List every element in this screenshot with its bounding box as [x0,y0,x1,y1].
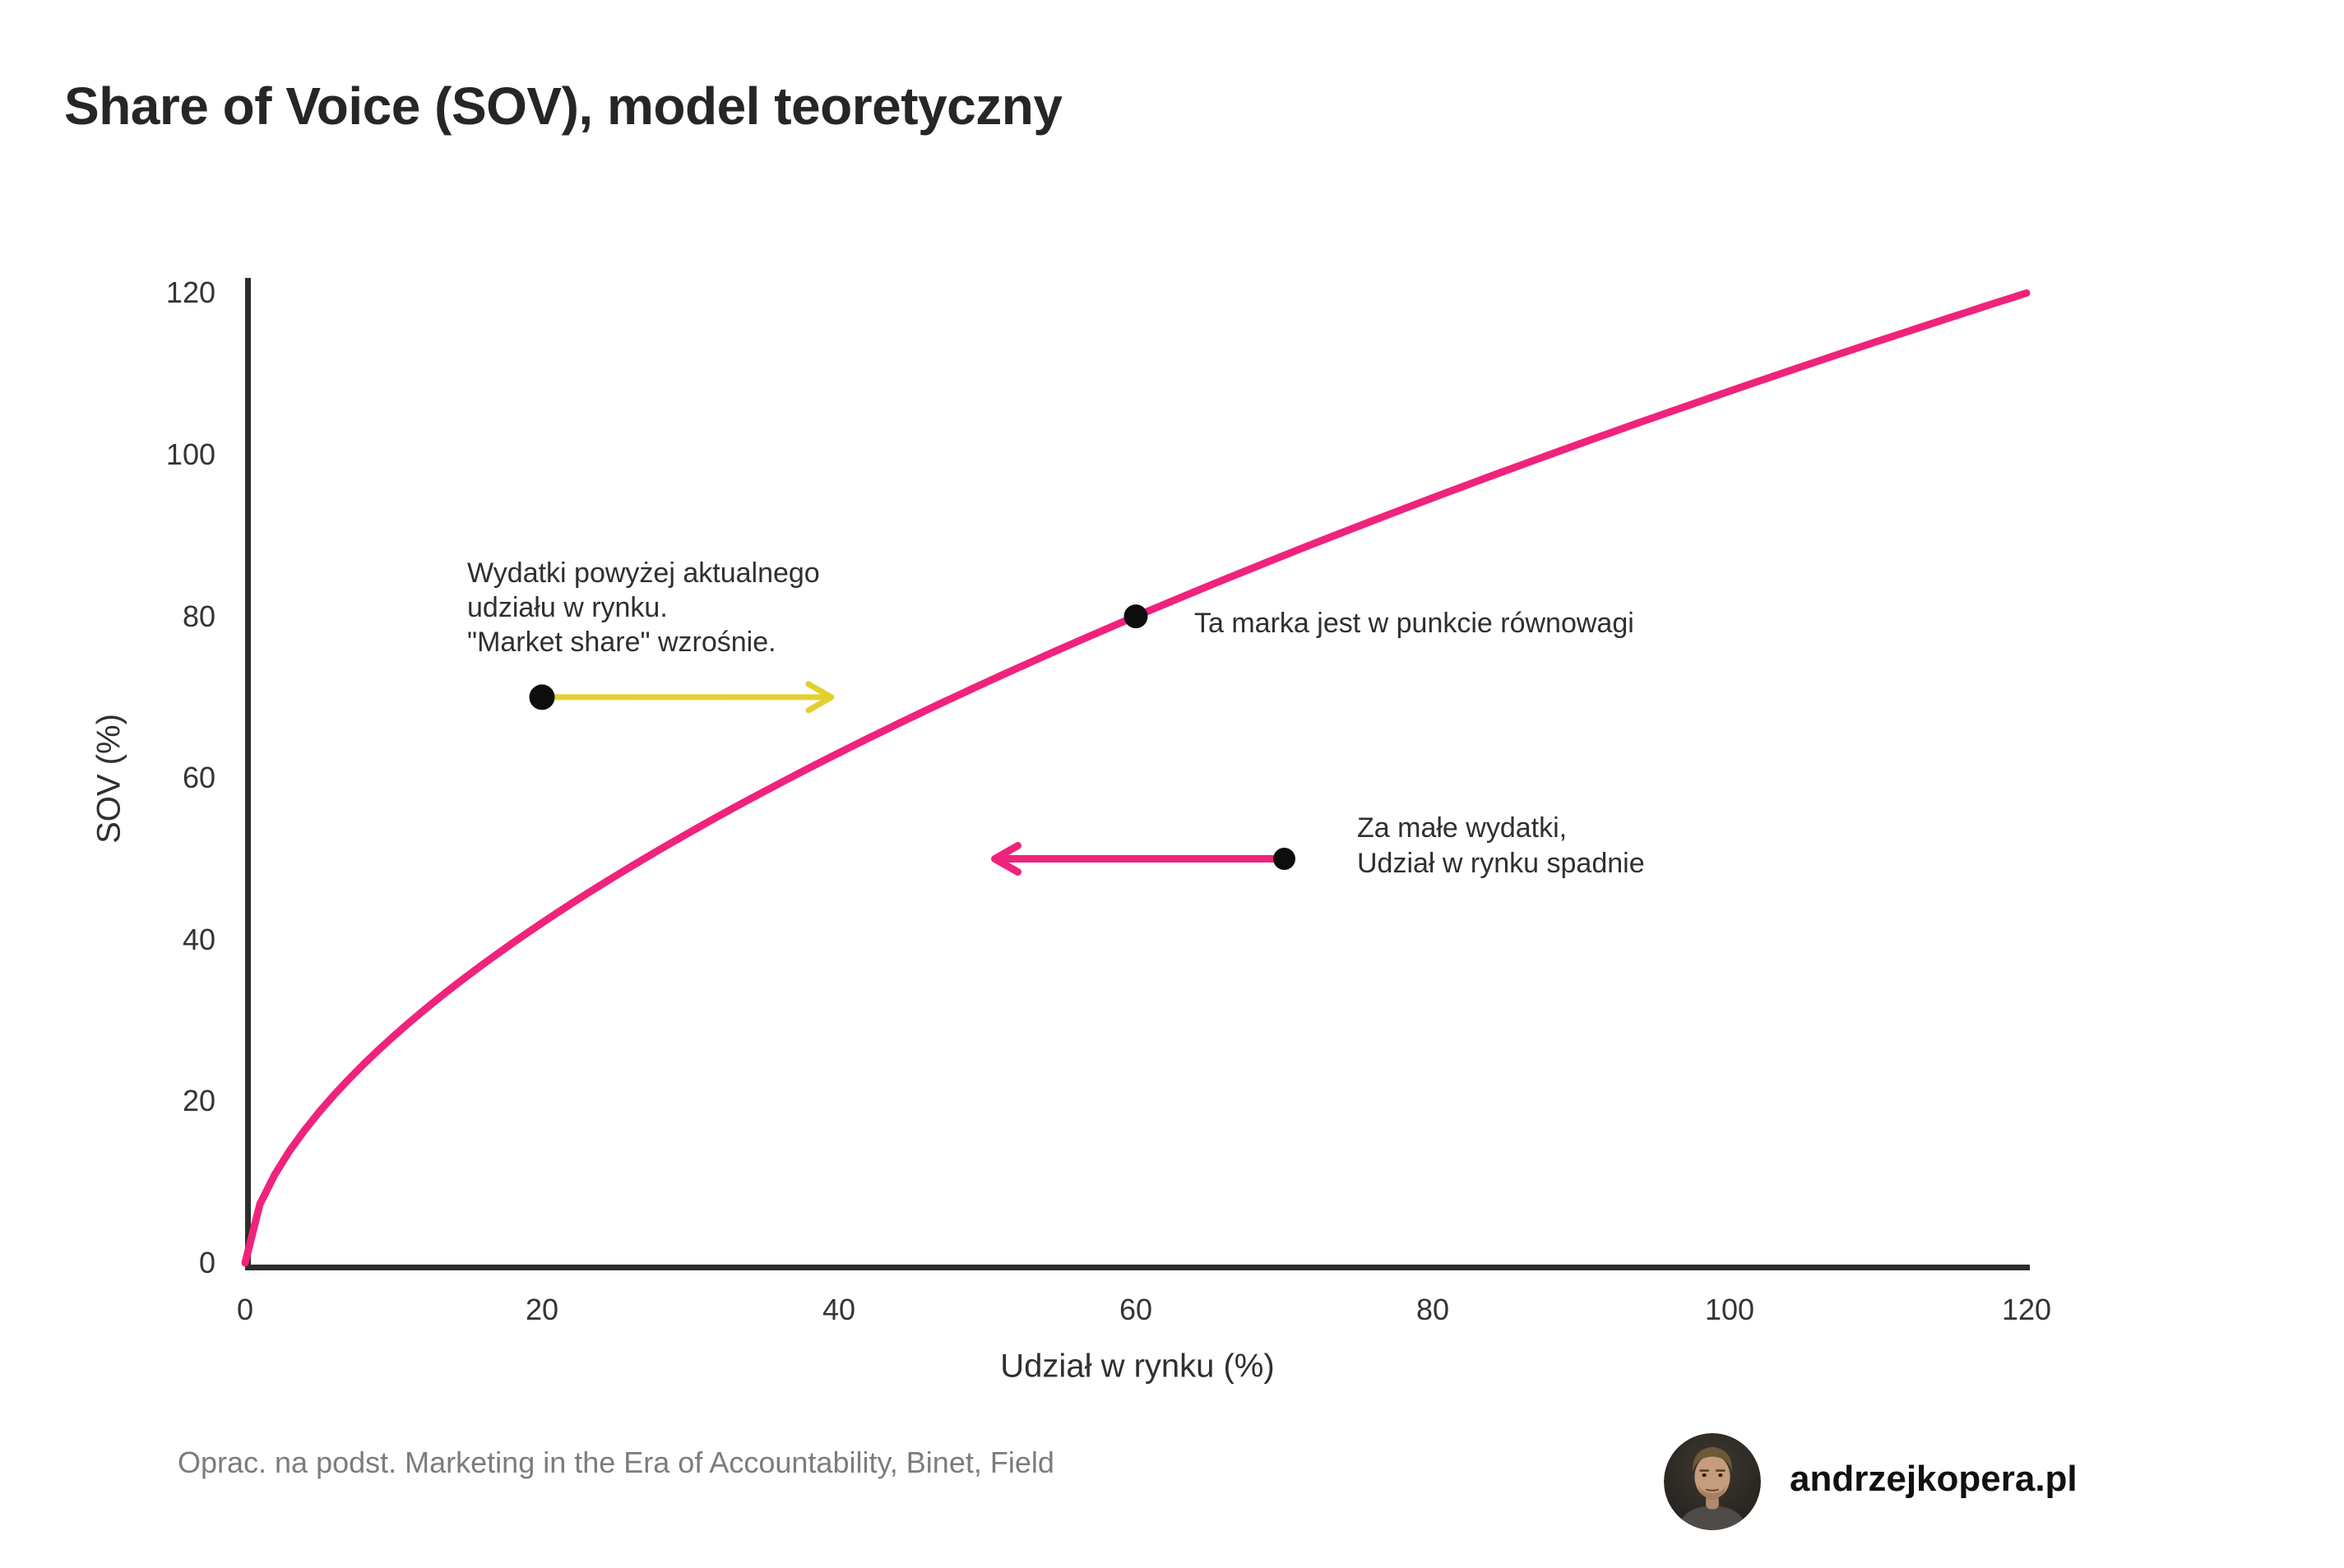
avatar-face [1694,1455,1730,1499]
x-tick-label: 100 [1704,1293,1755,1326]
annotation-overspend-line3: "Market share" wzrośnie. [467,627,776,658]
page-title: Share of Voice (SOV), model teoretyczny [64,76,1063,136]
x-tick-label: 80 [1415,1293,1450,1326]
annotation-equilibrium: Ta marka jest w punkcie równowagi [1194,608,1634,639]
avatar-right-eye [1718,1473,1723,1478]
x-axis-title: Udział w rynku (%) [1000,1348,1275,1385]
avatar-right-brow [1715,1469,1726,1472]
y-tick-label: 100 [165,437,215,471]
avatar-stubble [1698,1482,1727,1500]
annotation-overspend-line1: Wydatki powyżej aktualnego [467,557,820,589]
x-tick-label: 0 [236,1293,254,1326]
yellow-arrow-head [805,681,835,714]
avatar-shoulders [1676,1506,1749,1530]
brand-link: andrzejkopera.pl [1790,1459,2078,1499]
pink-arrow-dot [1273,848,1295,870]
avatar-left-brow [1699,1469,1710,1472]
source-note: Oprac. na podst. Marketing in the Era of… [178,1445,1054,1479]
avatar-left-eye [1702,1473,1707,1478]
y-tick-label: 40 [182,922,215,956]
annotation-overspend: Wydatki powyżej aktualnego udziału w ryn… [467,556,820,659]
x-tick-label: 40 [822,1293,856,1326]
x-tick-label: 60 [1119,1293,1153,1326]
y-axis-title: SOV (%) [90,714,127,844]
x-tick-label: 20 [525,1293,559,1326]
annotation-underspend-line1: Za małe wydatki, [1357,812,1568,844]
avatar-photo [1664,1433,1761,1530]
annotation-underspend: Za małe wydatki, Udział w rynku spadnie [1357,811,1645,881]
annotation-overspend-line2: udziału w rynku. [467,592,668,623]
y-tick-label: 120 [165,275,215,310]
y-tick-label: 80 [182,599,215,633]
y-tick-label: 0 [198,1246,215,1279]
equilibrium-dot [1123,604,1148,629]
y-tick-label: 60 [182,761,215,795]
annotation-underspend-line2: Udział w rynku spadnie [1357,848,1645,879]
y-tick-label: 20 [182,1084,215,1118]
avatar [1664,1433,1761,1530]
x-tick-label: 120 [2001,1293,2052,1326]
yellow-arrow-dot [529,684,555,710]
pink-arrow-head [991,842,1022,876]
avatar-hair [1693,1446,1732,1473]
sov-curve [241,289,2031,1267]
avatar-mouth [1706,1488,1719,1492]
